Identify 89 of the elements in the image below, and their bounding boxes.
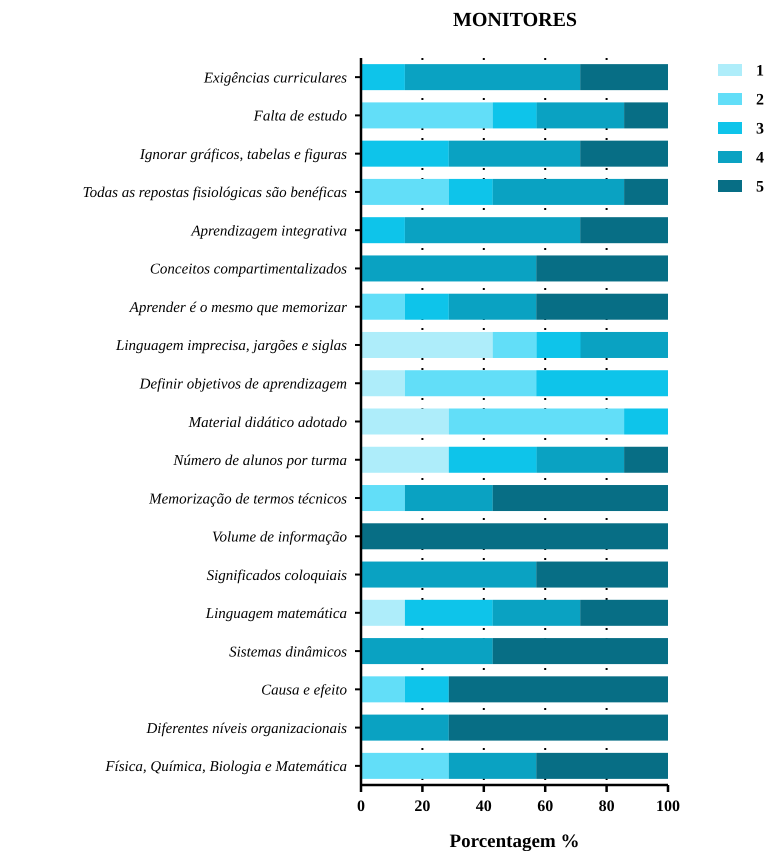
legend-label: 2 xyxy=(756,92,764,109)
legend-label: 5 xyxy=(756,178,764,196)
bar xyxy=(580,217,668,244)
bar xyxy=(536,102,624,128)
x-axis-title: Porcentagem % xyxy=(450,831,580,851)
bar xyxy=(361,714,449,741)
y-tick-label: Linguagem matemática xyxy=(204,606,347,622)
bar xyxy=(624,408,668,435)
y-tick-label: Material didático adotado xyxy=(188,414,348,431)
y-tick-label: Número de alunos por turma xyxy=(172,453,347,470)
x-tick-label: 0 xyxy=(357,798,365,815)
bar xyxy=(492,600,580,626)
bar xyxy=(536,752,668,779)
bar xyxy=(361,600,405,626)
bar xyxy=(404,600,493,626)
y-tick-label: Ignorar gráficos, tabelas e figuras xyxy=(138,146,348,163)
legend-label: 3 xyxy=(756,120,764,138)
bar xyxy=(492,102,537,128)
bar xyxy=(361,523,668,550)
bar xyxy=(361,408,449,435)
y-tick-label: Aprendizagem integrativa xyxy=(190,223,347,240)
bar xyxy=(361,676,405,702)
bar xyxy=(580,332,668,358)
bar xyxy=(492,638,668,664)
y-tick-label: Memorização de termos técnicos xyxy=(148,491,348,508)
legend-label: 4 xyxy=(756,150,764,167)
y-tick-label: Todas as repostas fisiológicas são benéficas xyxy=(82,185,348,202)
bar xyxy=(361,638,493,664)
bar xyxy=(361,562,536,588)
x-tick-label: 80 xyxy=(598,798,615,815)
bar xyxy=(361,102,493,128)
bar xyxy=(404,676,449,702)
bar xyxy=(624,446,668,473)
bar xyxy=(448,178,493,205)
bar xyxy=(361,370,405,396)
bar xyxy=(361,64,405,90)
bar xyxy=(361,178,449,205)
y-tick-label: Volume de informação xyxy=(212,530,348,546)
bar xyxy=(404,217,580,244)
bar xyxy=(624,178,668,205)
x-tick-label: 100 xyxy=(656,798,680,815)
y-tick-label: Sistemas dinâmicos xyxy=(229,644,348,660)
bar xyxy=(404,370,536,396)
y-tick-label: Falta de estudo xyxy=(252,108,348,125)
bar xyxy=(361,446,449,473)
bar xyxy=(492,178,624,205)
bar xyxy=(536,370,668,396)
bar xyxy=(361,140,449,167)
bar xyxy=(448,294,536,320)
chart-title: MONITORES xyxy=(452,9,578,31)
x-tick-label: 60 xyxy=(537,798,554,815)
bar xyxy=(404,294,449,320)
bar xyxy=(448,408,624,435)
bar xyxy=(580,64,668,90)
y-tick-label: Definir objetivos de aprendizagem xyxy=(138,376,348,392)
bar xyxy=(536,446,624,473)
bar xyxy=(361,332,493,358)
x-tick-label: 40 xyxy=(476,798,492,815)
y-tick-label: Aprender é o mesmo que memorizar xyxy=(128,300,348,316)
y-tick-label: Física, Química, Biologia e Matemática xyxy=(104,759,347,776)
bar xyxy=(536,294,668,320)
bar xyxy=(492,485,668,512)
bar xyxy=(361,217,405,244)
bar xyxy=(361,485,405,512)
y-tick-label: Conceitos compartimentalizados xyxy=(150,262,348,278)
bar xyxy=(361,255,536,282)
y-tick-label: Linguagem imprecisa, jargões e siglas xyxy=(115,338,348,354)
bar xyxy=(448,752,536,779)
bar xyxy=(580,600,668,626)
bar xyxy=(536,255,668,282)
bar xyxy=(536,562,668,588)
bar xyxy=(404,485,493,512)
bar xyxy=(448,140,580,167)
bar xyxy=(448,714,668,741)
legend-label: 1 xyxy=(756,62,764,80)
bar xyxy=(404,64,580,90)
y-tick-label: Causa e efeito xyxy=(261,682,348,699)
x-tick-label: 20 xyxy=(414,798,430,815)
bar xyxy=(448,676,668,702)
bar xyxy=(536,332,581,358)
bar xyxy=(580,140,668,167)
y-tick-label: Significados coloquiais xyxy=(206,568,348,584)
bar xyxy=(361,752,449,779)
y-tick-label: Diferentes níveis organizacionais xyxy=(145,720,348,737)
bar xyxy=(361,294,405,320)
bar xyxy=(624,102,668,128)
bar xyxy=(448,446,537,473)
y-tick-label: Exigências curriculares xyxy=(202,70,348,86)
bar xyxy=(492,332,537,358)
